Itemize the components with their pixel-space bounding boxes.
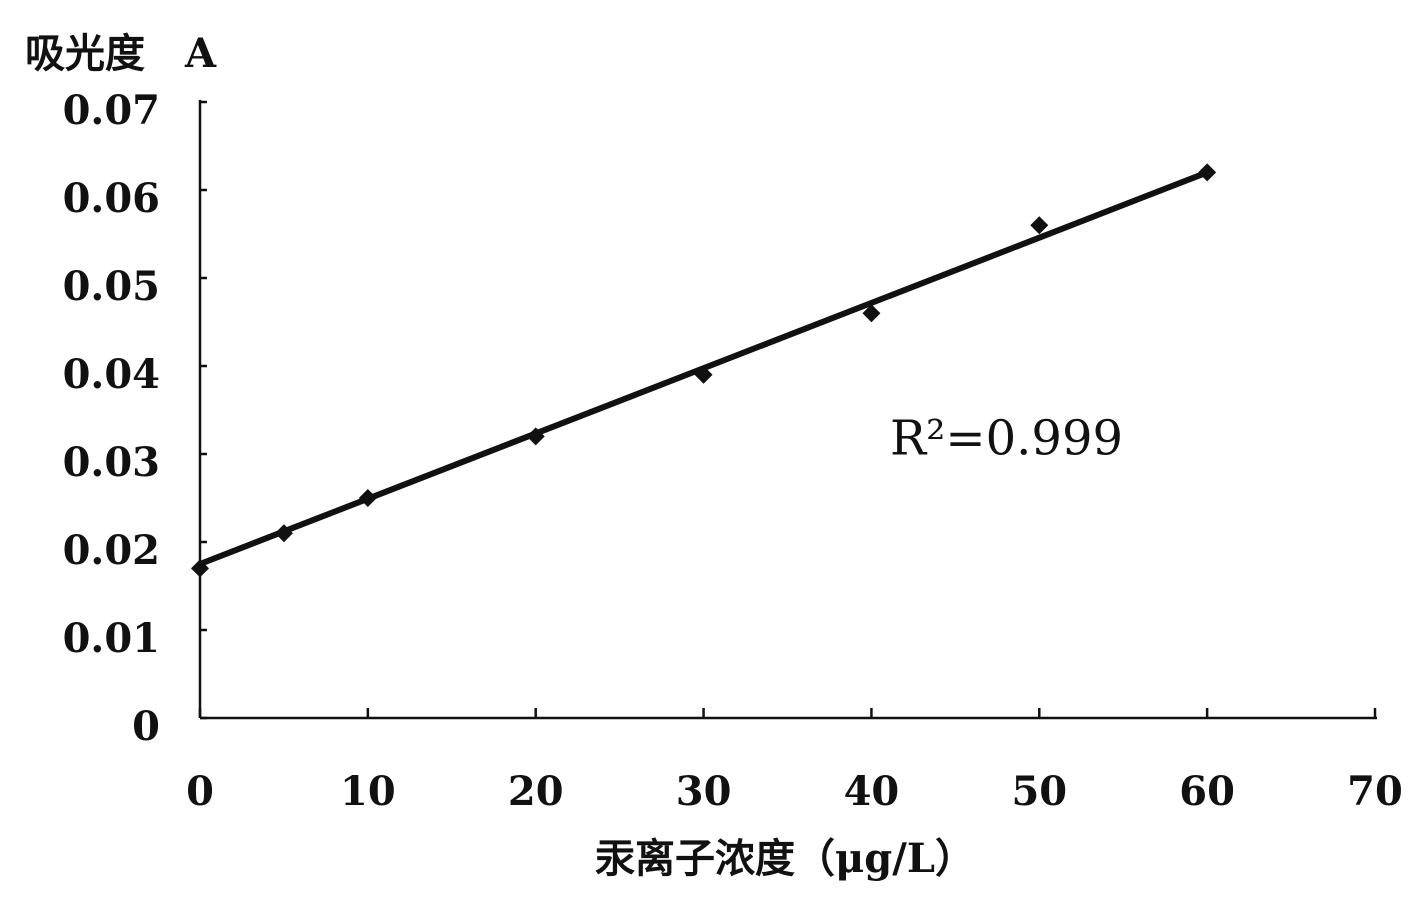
x-tick-label: 50 [1011, 768, 1067, 815]
point [358, 489, 377, 507]
y-tick-label: 0.07 [63, 87, 160, 134]
y-tick-label: 0.04 [63, 351, 160, 398]
y-tick-label: 0.01 [63, 615, 160, 662]
x-tick-label: 60 [1179, 768, 1235, 815]
y-tick-label: 0.02 [63, 527, 160, 574]
point [191, 559, 209, 578]
x-tick-label: 30 [676, 768, 732, 815]
x-tick-label: 70 [1347, 768, 1403, 815]
point [862, 304, 881, 323]
point [274, 524, 293, 543]
y-axis-label: 吸光度 A [25, 30, 217, 77]
x-tick-label: 20 [508, 768, 564, 815]
x-axis-label: 汞离子浓度（μg/L） [595, 835, 975, 882]
y-tick-label: 0.05 [63, 263, 160, 310]
point [1198, 163, 1217, 182]
annotation: R²=0.999 [890, 411, 1123, 467]
point [1030, 216, 1049, 235]
x-tick-label: 10 [340, 768, 396, 815]
point [526, 427, 545, 446]
y-tick-label: 0.06 [63, 175, 160, 222]
point [694, 365, 713, 384]
y-tick-label: 0.03 [63, 439, 160, 486]
x-tick-label: 40 [844, 768, 900, 815]
x-tick-label: 0 [186, 768, 214, 815]
y-tick-label: 0 [132, 703, 160, 750]
